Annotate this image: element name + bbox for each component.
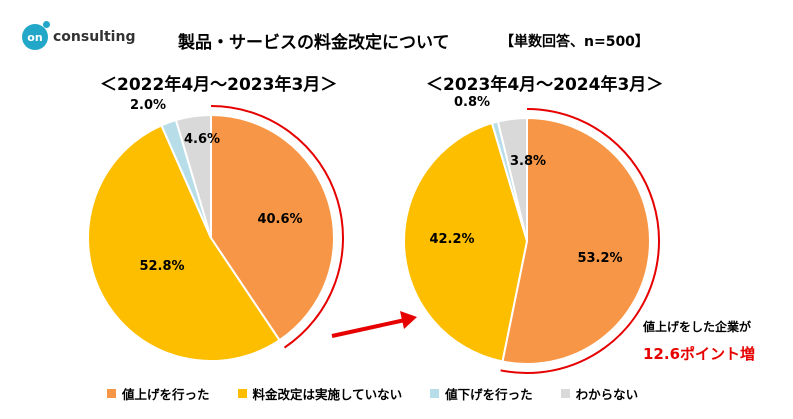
legend-swatch: [237, 389, 247, 398]
slice-unknown: [496, 116, 528, 242]
data-label: 4.6%: [184, 132, 220, 147]
increase-note-label: 値上げをした企業が: [643, 320, 752, 334]
data-label: 52.8%: [139, 259, 184, 274]
logo-text: consulting: [53, 29, 136, 45]
legend-label: わからない: [575, 387, 639, 402]
highlight-arc: [210, 105, 344, 349]
legend-item-lower: 値下げを行った: [430, 384, 533, 403]
slice-raise: [501, 116, 651, 365]
data-label: 53.2%: [577, 251, 622, 266]
slice-no-change: [403, 121, 529, 363]
slice-raise: [210, 113, 335, 342]
slice-no-change: [87, 124, 281, 362]
legend-item-no-change: 料金改定は実施していない: [237, 384, 403, 403]
data-label: 40.6%: [257, 212, 302, 227]
pie-chart-2023: 53.2% 42.2% 0.8% 3.8%: [403, 95, 660, 374]
data-label: 0.8%: [454, 95, 490, 110]
trend-arrow: [331, 311, 417, 338]
logo-mark: on: [22, 21, 50, 50]
chart-legend: 値上げを行った 料金改定は実施していない 値下げを行った わからない: [107, 384, 666, 403]
company-logo: on consulting: [22, 21, 136, 50]
data-label: 2.0%: [130, 98, 166, 113]
legend-label: 料金改定は実施していない: [252, 387, 403, 402]
data-label: 3.8%: [510, 154, 546, 169]
chart-title-2023: ＜2023年4月～2024年3月＞: [426, 75, 664, 95]
pie-chart-2022: 40.6% 52.8% 2.0% 4.6%: [87, 98, 344, 362]
slice-unknown: [174, 113, 212, 239]
legend-item-raise: 値上げを行った: [107, 384, 210, 403]
highlight-arc: [500, 108, 660, 374]
legend-swatch: [560, 389, 570, 398]
legend-label: 値下げを行った: [445, 387, 533, 402]
increase-note-value: 12.6ポイント増: [643, 345, 756, 363]
chart-title-2022: ＜2022年4月～2023年3月＞: [100, 75, 338, 95]
legend-swatch: [430, 389, 440, 398]
legend-swatch: [107, 389, 116, 398]
page-subtitle: 【単数回答、n=500】: [500, 34, 649, 50]
legend-label: 値上げを行った: [122, 387, 210, 402]
data-label: 42.2%: [429, 232, 474, 247]
page-title: 製品・サービスの料金改定について: [178, 33, 450, 53]
legend-item-unknown: わからない: [560, 384, 639, 403]
